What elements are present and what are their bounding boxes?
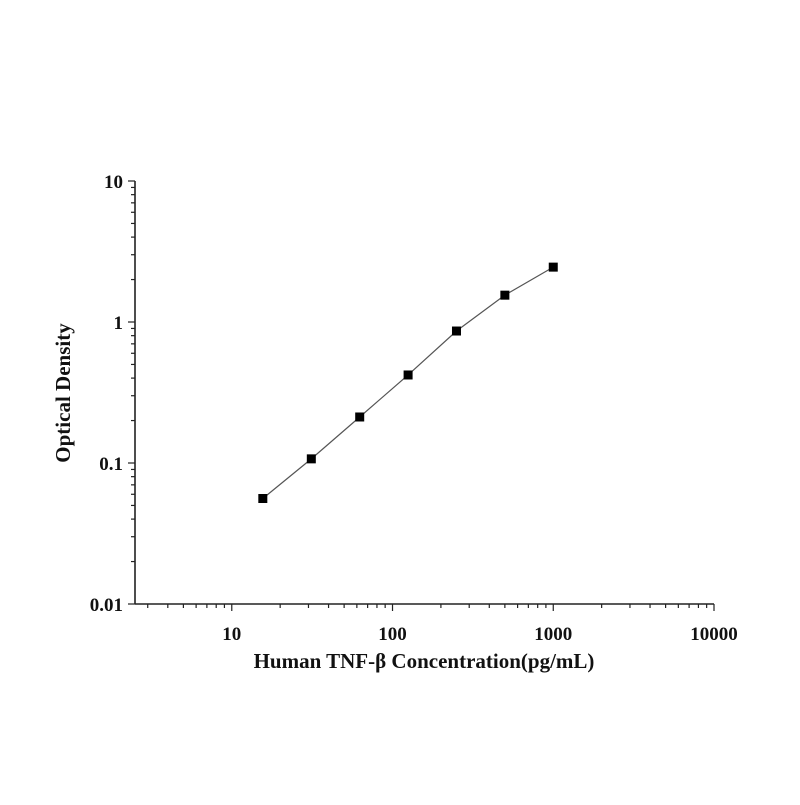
data-point <box>403 370 413 380</box>
y-axis-label: Optical Density <box>51 323 75 463</box>
y-tick-label: 1 <box>114 313 124 334</box>
data-point <box>306 454 316 464</box>
y-tick-label: 0.01 <box>90 595 123 616</box>
data-point <box>500 290 510 300</box>
data-point <box>451 326 461 336</box>
x-tick-label: 10 <box>222 624 241 645</box>
data-point <box>548 262 558 272</box>
x-tick-label: 100 <box>378 624 407 645</box>
y-tick-label: 10 <box>104 172 123 193</box>
x-axis-label: Human TNF-β Concentration(pg/mL) <box>254 649 595 673</box>
data-point <box>258 494 268 504</box>
y-tick-label: 0.1 <box>99 454 123 475</box>
data-point <box>355 412 365 422</box>
x-tick-label: 10000 <box>690 624 738 645</box>
x-tick-label: 1000 <box>534 624 572 645</box>
series-line <box>262 266 554 499</box>
